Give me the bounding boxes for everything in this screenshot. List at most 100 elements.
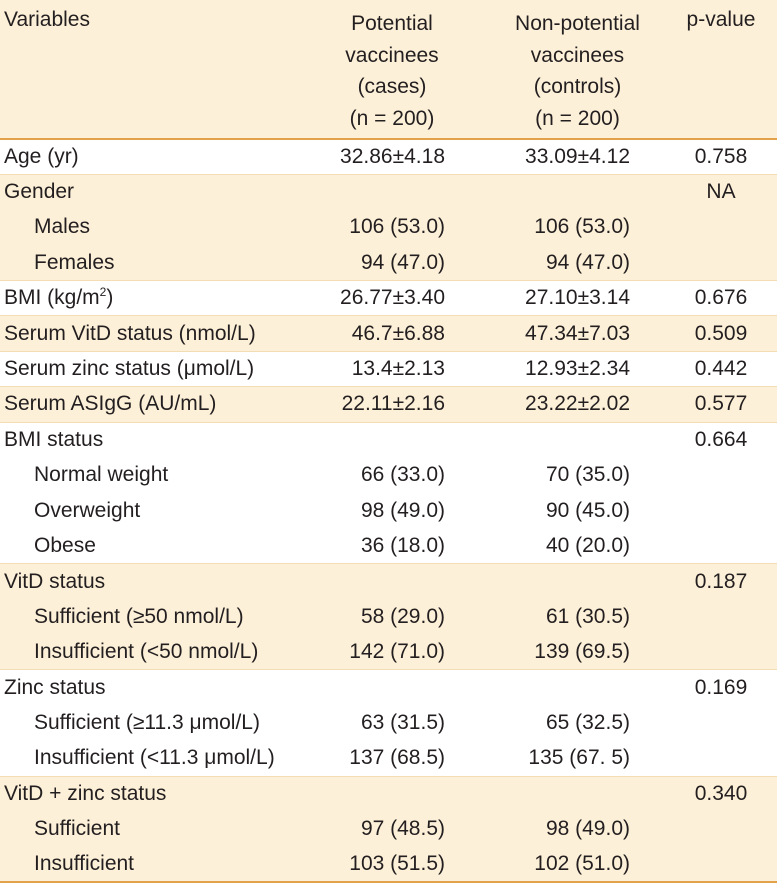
text: Serum VitD status (nmol/L)	[4, 321, 256, 345]
variable-cell: BMI status	[0, 421, 330, 458]
cases-cell	[330, 421, 490, 458]
controls-cell	[490, 775, 665, 812]
table-row: VitD + zinc status 0.340	[0, 775, 777, 812]
table-row: Sufficient (≥11.3 μmol/L) 63 (31.5) 65 (32…	[0, 705, 777, 740]
table-row: Insufficient (<50 nmol/L) 142 (71.0) 139 (…	[0, 634, 777, 670]
text: 94 (47.0)	[360, 250, 445, 274]
text: 23.22±2.02	[525, 392, 630, 416]
variable-cell: Zinc status	[0, 669, 330, 706]
table-row: Serum VitD status (nmol/L) 46.7±6.88 47.34…	[0, 315, 777, 352]
variable-cell: Serum VitD status (nmol/L)	[0, 315, 330, 352]
header-cell: Non-potential vaccinees (controls) (n = 200…	[490, 0, 665, 140]
text: NA	[706, 180, 736, 204]
text: Males	[34, 215, 91, 239]
text: Insufficient (<11.3 μmol/L)	[34, 746, 275, 770]
cases-cell: 58 (29.0)	[330, 599, 490, 634]
p-value-cell: 0.509	[665, 315, 777, 352]
variable-cell: Insufficient	[0, 846, 330, 884]
text: 0.577	[694, 392, 748, 416]
variable-cell: Sufficient (≥11.3 μmol/L)	[0, 705, 330, 740]
variable-cell: Females	[0, 245, 330, 280]
text: 22.11±2.16	[341, 392, 445, 416]
p-value-cell	[665, 458, 777, 493]
p-value-cell: 0.577	[665, 386, 777, 423]
controls-cell: 65 (32.5)	[490, 705, 665, 740]
text: 0.509	[694, 321, 748, 345]
text: vaccinees	[345, 43, 439, 67]
text: Sufficient (≥11.3 μmol/L)	[34, 710, 260, 734]
text: 47.34±7.03	[525, 321, 630, 345]
variable-cell: Serum ASIgG (AU/mL)	[0, 386, 330, 423]
text: 26.77±3.40	[340, 286, 445, 310]
text: 70 (35.0)	[545, 463, 630, 487]
text: 106 (53.0)	[534, 215, 630, 239]
variable-cell: Age (yr)	[0, 139, 330, 174]
cases-cell: 63 (31.5)	[330, 705, 490, 740]
text: VitD + zinc status	[4, 781, 167, 805]
text: 90 (45.0)	[545, 498, 630, 522]
text: 0.169	[694, 675, 748, 699]
text: 139 (69.5)	[534, 639, 630, 663]
p-value-cell: 0.664	[665, 421, 777, 458]
text: Females	[34, 250, 115, 274]
text: 137 (68.5)	[349, 746, 445, 770]
table-row: VitD status 0.187	[0, 563, 777, 600]
text: 0.340	[694, 781, 748, 805]
controls-cell: 40 (20.0)	[490, 528, 665, 563]
p-value-cell	[665, 245, 777, 280]
text: 0.664	[694, 428, 748, 452]
variable-cell: VitD status	[0, 563, 330, 600]
table-header: Variables Potential vaccinees (cases) (n = 2…	[0, 0, 777, 140]
text: Insufficient	[34, 852, 135, 875]
p-value-cell: 0.442	[665, 350, 777, 387]
cases-cell: 36 (18.0)	[330, 528, 490, 563]
text: Sufficient	[34, 817, 120, 841]
text: 98 (49.0)	[545, 817, 630, 841]
variable-cell: Sufficient	[0, 811, 330, 846]
controls-cell: 70 (35.0)	[490, 458, 665, 493]
variable-cell: Sufficient (≥50 nmol/L)	[0, 599, 330, 634]
table-row: Insufficient (<11.3 μmol/L) 137 (68.5) 135…	[0, 741, 777, 776]
header-cell: p-value	[665, 0, 777, 140]
table-row: BMI (kg/m2) 26.77±3.40 27.10±3.14 0.676	[0, 280, 777, 316]
cases-cell: 13.4±2.13	[330, 350, 490, 387]
variable-cell: Insufficient (<11.3 μmol/L)	[0, 741, 330, 776]
table-row: Obese 36 (18.0) 40 (20.0)	[0, 528, 777, 563]
cases-cell: 46.7±6.88	[330, 315, 490, 352]
text: BMI (kg/m	[4, 286, 100, 310]
controls-cell: 33.09±4.12	[490, 139, 665, 174]
text: 12.93±2.34	[525, 357, 630, 381]
table-row: Serum ASIgG (AU/mL) 22.11±2.16 23.22±2.02 0…	[0, 386, 777, 423]
header-row: Variables Potential vaccinees (cases) (n = 2…	[0, 0, 777, 140]
text: Serum ASIgG (AU/mL)	[4, 392, 217, 416]
p-value-cell	[665, 634, 777, 669]
text: vaccinees	[530, 43, 625, 67]
text: 0.676	[694, 286, 748, 310]
table-row: Sufficient (≥50 nmol/L) 58 (29.0) 61 (30.5…	[0, 599, 777, 635]
cases-cell	[330, 669, 490, 706]
cases-cell: 94 (47.0)	[330, 245, 490, 280]
text: 46.7±6.88	[351, 321, 445, 345]
cases-cell: 137 (68.5)	[330, 741, 490, 776]
text: p-value	[686, 8, 756, 31]
variable-cell: Insufficient (<50 nmol/L)	[0, 634, 330, 669]
p-value-cell	[665, 210, 777, 245]
controls-cell: 135 (67. 5)	[490, 741, 665, 776]
cases-cell: 97 (48.5)	[330, 811, 490, 846]
table-body: Age (yr) 32.86±4.18 33.09±4.12 0.758 Gender N…	[0, 139, 777, 884]
cases-cell	[330, 563, 490, 600]
text: 32.86±4.18	[340, 144, 445, 168]
controls-cell: 61 (30.5)	[490, 599, 665, 634]
cases-cell: 103 (51.5)	[330, 846, 490, 884]
text: 142 (71.0)	[349, 639, 445, 663]
text: 36 (18.0)	[360, 533, 445, 557]
controls-cell	[490, 421, 665, 458]
controls-cell: 23.22±2.02	[490, 386, 665, 423]
p-value-cell	[665, 811, 777, 846]
text: 94 (47.0)	[545, 250, 630, 274]
text: )	[106, 286, 114, 310]
p-value-cell: 0.676	[665, 280, 777, 316]
text: Insufficient (<50 nmol/L)	[34, 639, 259, 663]
text: 0.442	[694, 357, 748, 381]
text: Obese	[34, 533, 96, 557]
